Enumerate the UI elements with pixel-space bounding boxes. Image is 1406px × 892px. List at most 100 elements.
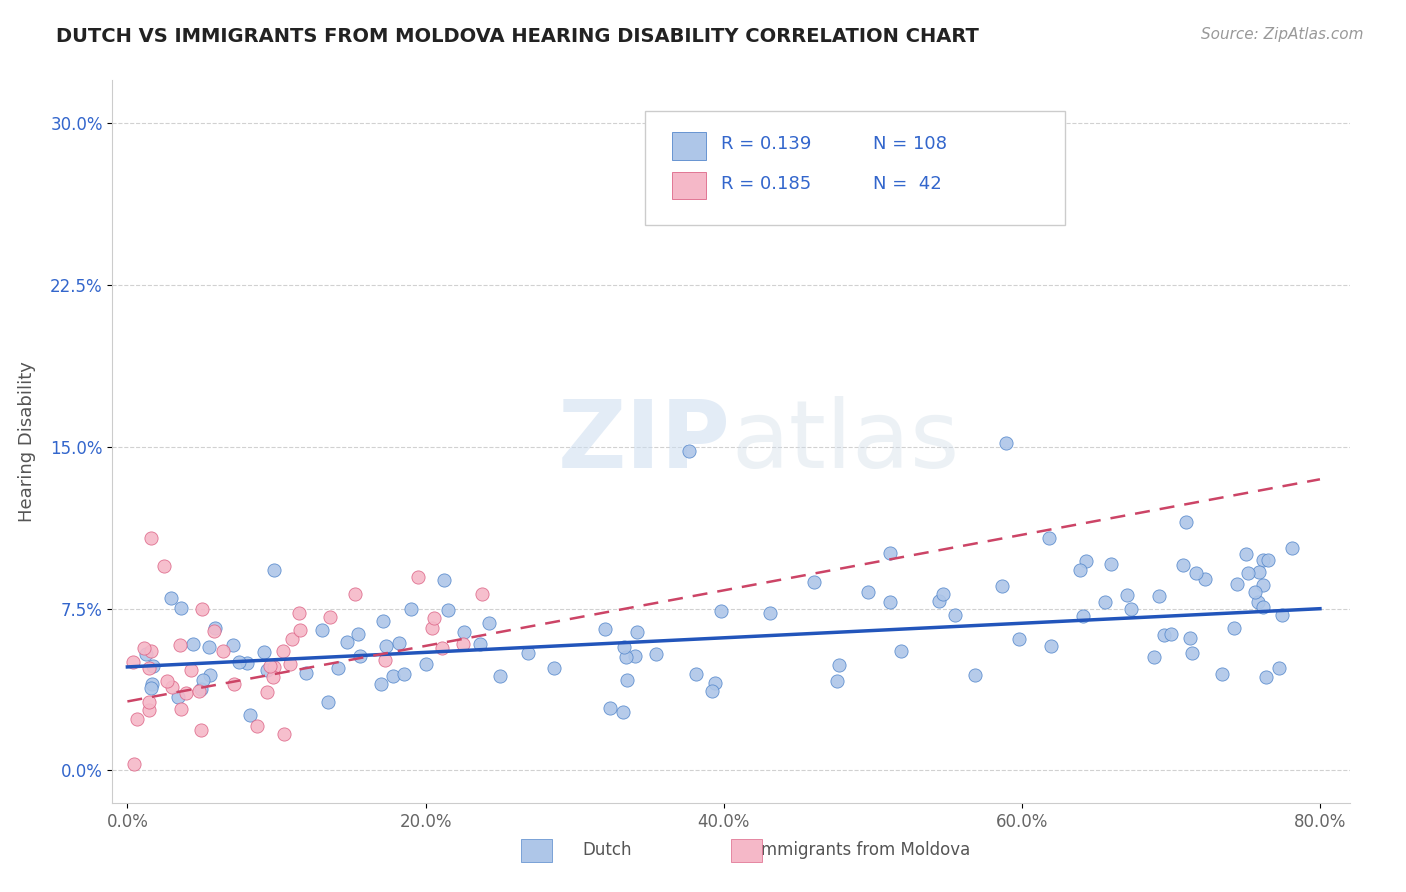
Text: R = 0.139: R = 0.139 — [721, 135, 811, 153]
Point — [423, 611, 446, 625]
Point — [125, 712, 148, 726]
Point — [183, 637, 205, 651]
Bar — [520, 838, 551, 862]
Point — [828, 657, 851, 672]
Point — [198, 668, 221, 682]
Point — [943, 608, 966, 623]
Point — [1071, 608, 1094, 623]
Bar — [672, 132, 706, 160]
Point — [759, 606, 782, 620]
Point — [153, 558, 176, 573]
Point — [1181, 646, 1204, 660]
Point — [191, 601, 214, 615]
Point — [273, 643, 295, 657]
Point — [134, 640, 156, 655]
Point — [191, 673, 214, 687]
Text: DUTCH VS IMMIGRANTS FROM MOLDOVA HEARING DISABILITY CORRELATION CHART: DUTCH VS IMMIGRANTS FROM MOLDOVA HEARING… — [56, 27, 979, 45]
Text: Dutch: Dutch — [582, 841, 633, 859]
Point — [141, 531, 163, 545]
Point — [415, 657, 437, 671]
Point — [645, 648, 668, 662]
Bar — [672, 172, 706, 200]
Point — [311, 624, 333, 638]
Point — [1069, 563, 1091, 577]
Point — [1174, 515, 1197, 529]
Point — [287, 607, 309, 621]
Point — [222, 638, 245, 652]
Point — [256, 663, 278, 677]
Point — [626, 625, 648, 640]
Point — [138, 661, 160, 675]
Point — [599, 701, 621, 715]
Text: Source: ZipAtlas.com: Source: ZipAtlas.com — [1201, 27, 1364, 42]
Point — [169, 638, 191, 652]
Point — [1116, 588, 1139, 602]
Point — [316, 696, 339, 710]
Point — [1194, 572, 1216, 586]
Point — [1178, 631, 1201, 645]
Point — [963, 668, 986, 682]
Point — [1147, 589, 1170, 603]
Point — [489, 669, 512, 683]
Point — [430, 641, 453, 656]
Point — [1226, 576, 1249, 591]
Point — [1153, 628, 1175, 642]
Point — [453, 637, 475, 651]
Point — [1237, 566, 1260, 581]
Point — [170, 601, 193, 615]
Point — [328, 661, 350, 675]
Point — [1268, 661, 1291, 675]
Point — [374, 653, 396, 667]
Point — [122, 756, 145, 771]
Point — [827, 674, 849, 689]
Point — [343, 586, 366, 600]
Point — [138, 695, 160, 709]
FancyBboxPatch shape — [644, 111, 1066, 225]
Point — [188, 684, 211, 698]
Point — [399, 601, 422, 615]
Point — [1184, 566, 1206, 580]
Point — [1160, 627, 1182, 641]
Point — [1251, 553, 1274, 567]
Point — [928, 594, 950, 608]
Point — [1119, 601, 1142, 615]
Point — [1074, 554, 1097, 568]
Point — [319, 609, 342, 624]
Point — [170, 702, 193, 716]
Point — [394, 666, 416, 681]
Point — [1247, 595, 1270, 609]
Point — [420, 621, 443, 635]
Point — [925, 177, 948, 191]
Point — [256, 685, 278, 699]
Point — [858, 585, 880, 599]
Point — [259, 659, 281, 673]
Point — [1251, 600, 1274, 615]
Bar — [731, 838, 762, 862]
Point — [1234, 547, 1257, 561]
Point — [349, 648, 371, 663]
Point — [156, 674, 179, 689]
Point — [1040, 639, 1063, 653]
Point — [703, 675, 725, 690]
Point — [453, 625, 475, 640]
Point — [138, 703, 160, 717]
Point — [624, 648, 647, 663]
Point — [612, 705, 634, 719]
Text: R = 0.185: R = 0.185 — [721, 175, 811, 193]
Point — [616, 673, 638, 687]
Point — [190, 681, 212, 696]
Point — [278, 657, 301, 672]
Point — [139, 681, 162, 695]
Point — [1171, 558, 1194, 572]
Point — [262, 670, 284, 684]
Point — [994, 435, 1017, 450]
Point — [190, 723, 212, 737]
Point — [281, 632, 304, 646]
Point — [1223, 621, 1246, 635]
Point — [1253, 578, 1275, 592]
Point — [224, 677, 246, 691]
Point — [437, 603, 460, 617]
Point — [614, 649, 637, 664]
Point — [198, 640, 221, 655]
Point — [295, 665, 318, 680]
